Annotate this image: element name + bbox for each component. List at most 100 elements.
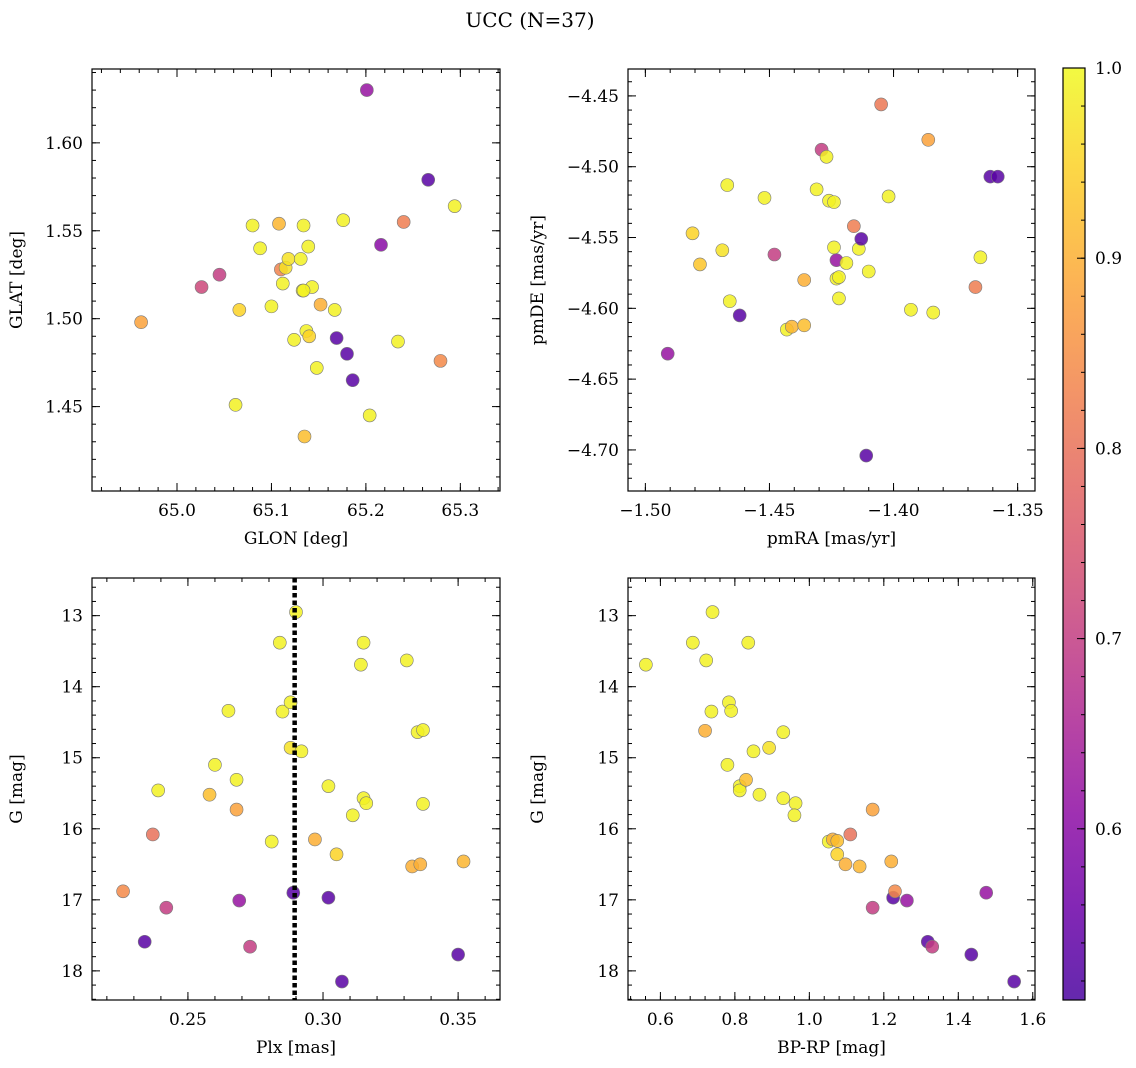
- data-point: [838, 857, 853, 872]
- scatter-points: [660, 97, 1005, 463]
- x-tick-label: 0.35: [439, 1010, 477, 1030]
- figure-title: UCC (N=37): [465, 8, 594, 32]
- data-point: [973, 250, 988, 265]
- data-point: [739, 772, 753, 787]
- data-point: [685, 635, 700, 650]
- x-axis-label: Plx [mas]: [256, 1038, 336, 1058]
- data-point: [732, 783, 747, 798]
- data-point: [228, 398, 243, 412]
- data-point: [827, 240, 841, 255]
- data-point: [456, 854, 471, 869]
- data-point: [329, 331, 344, 345]
- data-point: [724, 704, 738, 718]
- x-tick-label: 0.30: [304, 1010, 342, 1030]
- data-point: [145, 827, 160, 842]
- x-tick-label: 0.6: [647, 1010, 674, 1030]
- plot-frame: [91, 577, 501, 1001]
- data-point: [356, 635, 371, 650]
- data-point: [704, 704, 719, 719]
- y-tick-label: 1.50: [45, 310, 83, 330]
- data-point: [832, 270, 846, 284]
- y-tick-label: 14: [597, 678, 619, 698]
- y-tick-label: −4.50: [567, 158, 619, 178]
- data-point: [699, 653, 713, 668]
- y-axis-label: G [mag]: [528, 754, 548, 823]
- y-tick-label: 16: [597, 820, 619, 840]
- y-tick-label: 16: [61, 820, 83, 840]
- data-point: [722, 294, 737, 309]
- scatter-points: [134, 83, 462, 444]
- data-point: [275, 276, 290, 291]
- scatter-points: [639, 605, 1021, 989]
- data-point: [327, 303, 342, 317]
- x-tick-label: 0.25: [169, 1010, 207, 1030]
- data-point: [321, 890, 336, 905]
- x-tick-label: −1.45: [743, 501, 795, 521]
- data-point: [336, 213, 351, 228]
- data-point: [698, 723, 712, 738]
- data-point: [757, 191, 772, 205]
- data-point: [660, 346, 675, 361]
- colorbar-tick-label: 0.9: [1095, 249, 1122, 269]
- data-point: [335, 974, 349, 989]
- data-point: [416, 723, 430, 737]
- y-axis-label: GLAT [deg]: [7, 231, 27, 329]
- x-tick-label: 1.6: [1019, 1010, 1046, 1030]
- data-point: [715, 243, 730, 258]
- x-tick-label: 1.0: [796, 1010, 823, 1030]
- data-point: [762, 740, 776, 755]
- x-tick-label: 1.2: [870, 1010, 897, 1030]
- subplot-1: 65.0 65.1 65.2 65.3 1.45 1.50 1.55 1.60 GLON [de…: [7, 68, 501, 549]
- data-point: [839, 256, 854, 270]
- data-point: [1007, 974, 1021, 989]
- y-tick-label: 1.60: [45, 134, 83, 154]
- colorbar-tick-label: 1.0: [1095, 59, 1122, 79]
- subplot-3: 0.25 0.30 0.35 13 14 15 16 17 18 Plx [mas] G [mag]: [7, 577, 501, 1058]
- data-point: [321, 779, 336, 793]
- data-point: [881, 189, 896, 204]
- data-point: [421, 172, 436, 187]
- data-point: [232, 893, 247, 908]
- data-point: [861, 264, 876, 279]
- plot-frame: [627, 68, 1036, 492]
- data-point: [229, 772, 244, 787]
- data-point: [852, 859, 867, 874]
- y-tick-label: 18: [597, 962, 619, 982]
- data-point: [212, 267, 227, 282]
- data-point: [926, 305, 941, 320]
- data-point: [797, 273, 812, 287]
- data-point: [221, 704, 236, 718]
- data-point: [752, 787, 767, 802]
- y-tick-label: 1.45: [45, 398, 83, 418]
- data-point: [301, 239, 316, 254]
- data-point: [874, 97, 888, 112]
- data-point: [340, 347, 354, 361]
- plot-frame: [91, 68, 501, 492]
- data-point: [264, 834, 279, 849]
- data-point: [296, 283, 311, 298]
- data-point: [287, 332, 301, 347]
- axis-ticks: [92, 69, 500, 491]
- data-point: [308, 832, 322, 847]
- data-point: [732, 308, 747, 323]
- y-tick-label: −4.70: [567, 441, 619, 461]
- colorbar-tick-label: 0.6: [1095, 820, 1122, 840]
- data-point: [639, 657, 653, 672]
- data-point: [309, 361, 324, 375]
- data-point: [194, 280, 209, 294]
- y-axis-label: G [mag]: [7, 754, 27, 823]
- colorbar-tick-label: 0.7: [1095, 630, 1122, 650]
- data-point: [830, 834, 845, 848]
- data-point: [293, 252, 308, 266]
- data-point: [859, 448, 874, 463]
- data-point: [990, 169, 1005, 184]
- data-point: [904, 302, 918, 317]
- subplot-grid: 65.0 65.1 65.2 65.3 1.45 1.50 1.55 1.60 GLON [de…: [7, 68, 1046, 1058]
- colorbar-gradient: [1062, 67, 1086, 1001]
- data-point: [767, 247, 782, 262]
- y-tick-label: 15: [597, 749, 619, 769]
- data-point: [900, 893, 914, 908]
- data-point: [399, 653, 414, 668]
- data-point: [134, 315, 148, 330]
